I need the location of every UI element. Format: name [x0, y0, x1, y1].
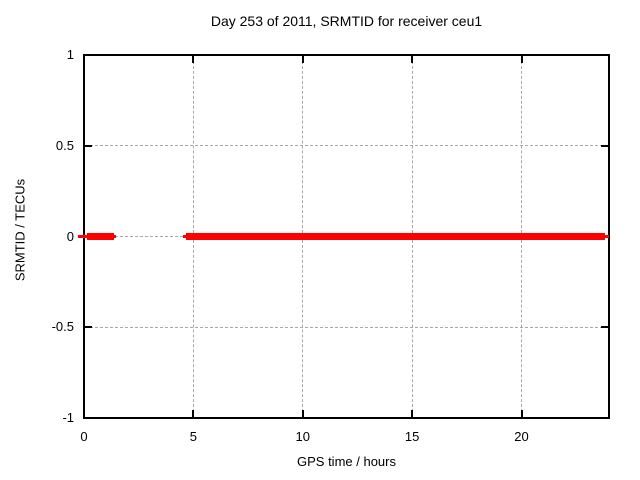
y-tick-mark	[85, 144, 92, 147]
x-axis-label: GPS time / hours	[297, 454, 396, 469]
h-gridline	[85, 326, 608, 328]
y-tick-mark	[601, 144, 608, 147]
x-tick-mark	[192, 56, 195, 63]
series-segment	[87, 233, 114, 240]
y-tick-label: 1	[66, 47, 74, 62]
y-tick-mark	[601, 417, 608, 419]
chart-title: Day 253 of 2011, SRMTID for receiver ceu…	[210, 13, 483, 29]
y-tick-label: 0.5	[55, 137, 74, 153]
x-tick-mark	[192, 410, 195, 417]
series-segment	[185, 233, 606, 240]
x-tick-mark	[83, 410, 85, 417]
x-tick-mark	[411, 56, 414, 63]
y-tick-mark	[85, 54, 92, 56]
y-tick-mark	[85, 326, 92, 329]
y-tick-label: 0	[66, 228, 74, 244]
x-tick-mark	[301, 410, 304, 417]
h-gridline	[85, 145, 608, 147]
x-tick-mark	[411, 410, 414, 417]
y-tick-mark	[85, 417, 92, 419]
x-tick-label: 20	[514, 429, 529, 444]
x-tick-label: 10	[295, 429, 310, 444]
x-tick-mark	[83, 56, 85, 63]
x-tick-mark	[520, 410, 523, 417]
x-tick-label: 15	[404, 429, 420, 444]
y-tick-label: -0.5	[51, 319, 74, 335]
x-tick-label: 0	[80, 429, 88, 444]
x-tick-mark	[301, 56, 304, 63]
y-tick-mark	[601, 326, 608, 329]
x-tick-mark	[520, 56, 523, 63]
y-tick-mark	[601, 54, 608, 56]
x-tick-label: 5	[189, 429, 197, 444]
y-tick-label: -1	[62, 410, 74, 425]
